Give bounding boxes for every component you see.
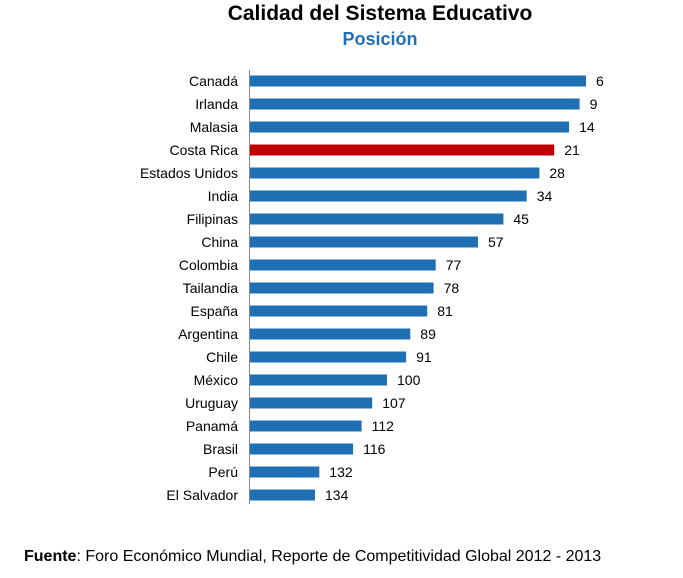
source-label: Fuente	[24, 548, 77, 565]
value-label: 9	[590, 96, 598, 112]
bar-costa-rica	[250, 144, 555, 156]
category-label: Malasia	[190, 119, 238, 135]
category-label: Canadá	[189, 73, 238, 89]
category-label: Colombia	[179, 257, 238, 273]
bars-group: Canadá 6 Irlanda 9 Malasia 14 Costa Rica 21 Esta…	[140, 73, 604, 503]
value-label: 89	[420, 326, 436, 342]
bar-chile	[250, 351, 407, 363]
value-label: 132	[329, 464, 353, 480]
category-label: El Salvador	[166, 487, 238, 503]
category-label: China	[201, 234, 238, 250]
value-label: 28	[549, 165, 565, 181]
bar-colombia	[250, 259, 436, 271]
value-label: 14	[579, 119, 595, 135]
bar-india	[250, 190, 527, 202]
bar-filipinas	[250, 213, 504, 225]
value-label: 34	[537, 188, 553, 204]
bar-chart: Canadá 6 Irlanda 9 Malasia 14 Costa Rica 21 Esta…	[140, 70, 604, 504]
category-label: Panamá	[186, 418, 238, 434]
value-label: 107	[382, 395, 406, 411]
value-label: 134	[325, 487, 349, 503]
value-label: 91	[416, 349, 432, 365]
value-label: 57	[488, 234, 504, 250]
bar-estados-unidos	[250, 167, 540, 179]
category-label: Brasil	[203, 441, 238, 457]
bar-china	[250, 236, 478, 248]
category-label: España	[191, 303, 239, 319]
category-label: Filipinas	[187, 211, 238, 227]
bar-el-salvador	[250, 489, 315, 501]
value-label: 21	[564, 142, 580, 158]
value-label: 81	[437, 303, 453, 319]
value-label: 77	[446, 257, 462, 273]
chart-subtitle: Posición	[342, 29, 418, 49]
category-label: Estados Unidos	[140, 165, 238, 181]
value-label: 45	[513, 211, 529, 227]
category-label: Perú	[208, 464, 238, 480]
source-note: Fuente: Foro Económico Mundial, Reporte …	[24, 548, 602, 565]
chart-title: Calidad del Sistema Educativo	[227, 2, 533, 25]
source-text: Foro Económico Mundial, Reporte de Compe…	[85, 548, 602, 565]
bar-argentina	[250, 328, 411, 340]
category-label: India	[208, 188, 239, 204]
bar-españa	[250, 305, 428, 317]
category-label: México	[194, 372, 239, 388]
value-label: 6	[596, 73, 604, 89]
value-label: 78	[444, 280, 460, 296]
bar-perú	[250, 466, 320, 478]
bar-brasil	[250, 443, 354, 455]
bar-canadá	[250, 75, 586, 87]
value-label: 116	[363, 441, 386, 457]
category-label: Uruguay	[185, 395, 238, 411]
category-label: Argentina	[178, 326, 238, 342]
category-label: Chile	[206, 349, 238, 365]
bar-malasia	[250, 121, 570, 133]
bar-méxico	[250, 374, 387, 386]
bar-irlanda	[250, 98, 580, 110]
bar-tailandia	[250, 282, 434, 294]
category-label: Costa Rica	[170, 142, 239, 158]
value-label: 112	[372, 418, 395, 434]
bar-panamá	[250, 420, 362, 432]
value-label: 100	[397, 372, 421, 388]
category-label: Irlanda	[195, 96, 238, 112]
category-label: Tailandia	[183, 280, 238, 296]
bar-uruguay	[250, 397, 373, 409]
